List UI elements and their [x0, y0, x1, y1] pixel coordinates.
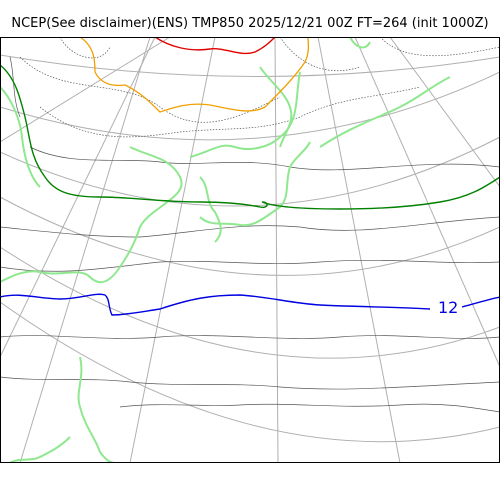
contour-green — [0, 64, 500, 210]
map-frame — [0, 37, 500, 463]
graticule — [0, 37, 500, 463]
map-canvas: 12 — [0, 37, 500, 463]
contour-blue — [0, 293, 500, 316]
contour-orange — [79, 37, 310, 113]
isotherm-lines — [0, 37, 500, 413]
map-title: NCEP(See disclaimer)(ENS) TMP850 2025/12… — [11, 16, 489, 31]
coastlines — [0, 37, 451, 463]
contour-label-12: 12 — [438, 298, 458, 317]
weather-map[interactable]: 12 — [0, 37, 500, 463]
contour-red — [154, 37, 276, 55]
